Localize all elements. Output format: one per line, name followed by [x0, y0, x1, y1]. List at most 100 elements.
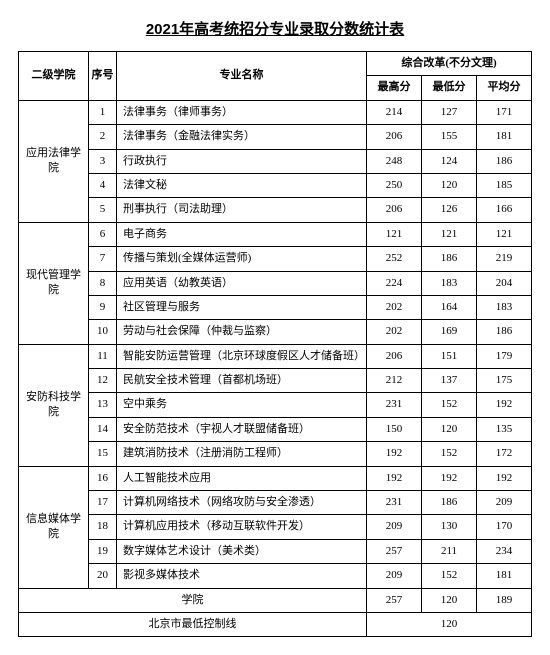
min-cell: 137 [421, 369, 476, 393]
avg-cell: 192 [476, 466, 531, 490]
table-row: 10劳动与社会保障（仲裁与监察）202169186 [19, 320, 532, 344]
th-avg: 平均分 [476, 76, 531, 100]
major-cell: 法律事务（金融法律实务） [117, 125, 367, 149]
max-cell: 248 [366, 149, 421, 173]
seq-cell: 13 [89, 393, 117, 417]
major-cell: 影视多媒体技术 [117, 564, 367, 588]
major-cell: 法律文秘 [117, 173, 367, 197]
table-row: 14安全防范技术（宇视人才联盟储备班）150120135 [19, 417, 532, 441]
avg-cell: 204 [476, 271, 531, 295]
seq-cell: 8 [89, 271, 117, 295]
table-row: 7传播与策划(全媒体运营师)252186219 [19, 247, 532, 271]
table-row: 信息媒体学院16人工智能技术应用192192192 [19, 466, 532, 490]
avg-cell: 166 [476, 198, 531, 222]
avg-cell: 171 [476, 100, 531, 124]
major-cell: 法律事务（律师事务） [117, 100, 367, 124]
table-row: 5刑事执行（司法助理）206126166 [19, 198, 532, 222]
max-cell: 212 [366, 369, 421, 393]
score-table: 二级学院 序号 专业名称 综合改革(不分文理) 最高分 最低分 平均分 应用法律… [18, 51, 532, 637]
max-cell: 224 [366, 271, 421, 295]
table-row: 19数字媒体艺术设计（美术类）257211234 [19, 539, 532, 563]
max-cell: 202 [366, 320, 421, 344]
college-cell: 应用法律学院 [19, 100, 89, 222]
college-cell: 现代管理学院 [19, 222, 89, 344]
max-cell: 257 [366, 539, 421, 563]
table-row: 3行政执行248124186 [19, 149, 532, 173]
avg-cell: 186 [476, 320, 531, 344]
min-cell: 211 [421, 539, 476, 563]
th-seq: 序号 [89, 52, 117, 101]
college-cell: 信息媒体学院 [19, 466, 89, 588]
max-cell: 252 [366, 247, 421, 271]
min-cell: 124 [421, 149, 476, 173]
table-row: 4法律文秘250120185 [19, 173, 532, 197]
table-row: 2法律事务（金融法律实务）206155181 [19, 125, 532, 149]
major-cell: 计算机网络技术（网络攻防与安全渗透） [117, 491, 367, 515]
min-cell: 152 [421, 442, 476, 466]
max-cell: 206 [366, 125, 421, 149]
seq-cell: 5 [89, 198, 117, 222]
min-cell: 152 [421, 564, 476, 588]
min-cell: 152 [421, 393, 476, 417]
th-college: 二级学院 [19, 52, 89, 101]
summary-row: 学院257120189 [19, 588, 532, 612]
table-row: 9社区管理与服务202164183 [19, 295, 532, 319]
avg-cell: 234 [476, 539, 531, 563]
max-cell: 214 [366, 100, 421, 124]
max-cell: 150 [366, 417, 421, 441]
min-cell: 151 [421, 344, 476, 368]
avg-cell: 121 [476, 222, 531, 246]
min-cell: 169 [421, 320, 476, 344]
seq-cell: 14 [89, 417, 117, 441]
table-row: 安防科技学院11智能安防运营管理（北京环球度假区人才储备班）206151179 [19, 344, 532, 368]
avg-cell: 185 [476, 173, 531, 197]
seq-cell: 3 [89, 149, 117, 173]
seq-cell: 4 [89, 173, 117, 197]
max-cell: 250 [366, 173, 421, 197]
max-cell: 231 [366, 491, 421, 515]
th-max: 最高分 [366, 76, 421, 100]
seq-cell: 7 [89, 247, 117, 271]
avg-cell: 135 [476, 417, 531, 441]
min-cell: 120 [421, 173, 476, 197]
min-cell: 155 [421, 125, 476, 149]
seq-cell: 6 [89, 222, 117, 246]
major-cell: 电子商务 [117, 222, 367, 246]
max-cell: 231 [366, 393, 421, 417]
major-cell: 计算机应用技术（移动互联软件开发） [117, 515, 367, 539]
seq-cell: 10 [89, 320, 117, 344]
table-row: 应用法律学院1法律事务（律师事务）214127171 [19, 100, 532, 124]
seq-cell: 11 [89, 344, 117, 368]
min-cell: 164 [421, 295, 476, 319]
seq-cell: 16 [89, 466, 117, 490]
seq-cell: 12 [89, 369, 117, 393]
max-cell: 209 [366, 564, 421, 588]
major-cell: 刑事执行（司法助理） [117, 198, 367, 222]
avg-cell: 183 [476, 295, 531, 319]
th-group: 综合改革(不分文理) [366, 52, 531, 76]
avg-cell: 179 [476, 344, 531, 368]
summary-max: 257 [366, 588, 421, 612]
table-row: 15建筑消防技术（注册消防工程师）192152172 [19, 442, 532, 466]
avg-cell: 209 [476, 491, 531, 515]
major-cell: 空中乘务 [117, 393, 367, 417]
avg-cell: 181 [476, 564, 531, 588]
table-row: 8应用英语（幼教英语）224183204 [19, 271, 532, 295]
page-title: 2021年高考统招分专业录取分数统计表 [18, 18, 532, 39]
max-cell: 192 [366, 442, 421, 466]
min-cell: 120 [421, 417, 476, 441]
min-cell: 127 [421, 100, 476, 124]
seq-cell: 17 [89, 491, 117, 515]
seq-cell: 19 [89, 539, 117, 563]
control-value: 120 [366, 612, 531, 636]
min-cell: 186 [421, 491, 476, 515]
avg-cell: 175 [476, 369, 531, 393]
major-cell: 劳动与社会保障（仲裁与监察） [117, 320, 367, 344]
control-label: 北京市最低控制线 [19, 612, 367, 636]
seq-cell: 20 [89, 564, 117, 588]
summary-label: 学院 [19, 588, 367, 612]
major-cell: 智能安防运营管理（北京环球度假区人才储备班） [117, 344, 367, 368]
max-cell: 206 [366, 344, 421, 368]
avg-cell: 186 [476, 149, 531, 173]
table-row: 18计算机应用技术（移动互联软件开发）209130170 [19, 515, 532, 539]
